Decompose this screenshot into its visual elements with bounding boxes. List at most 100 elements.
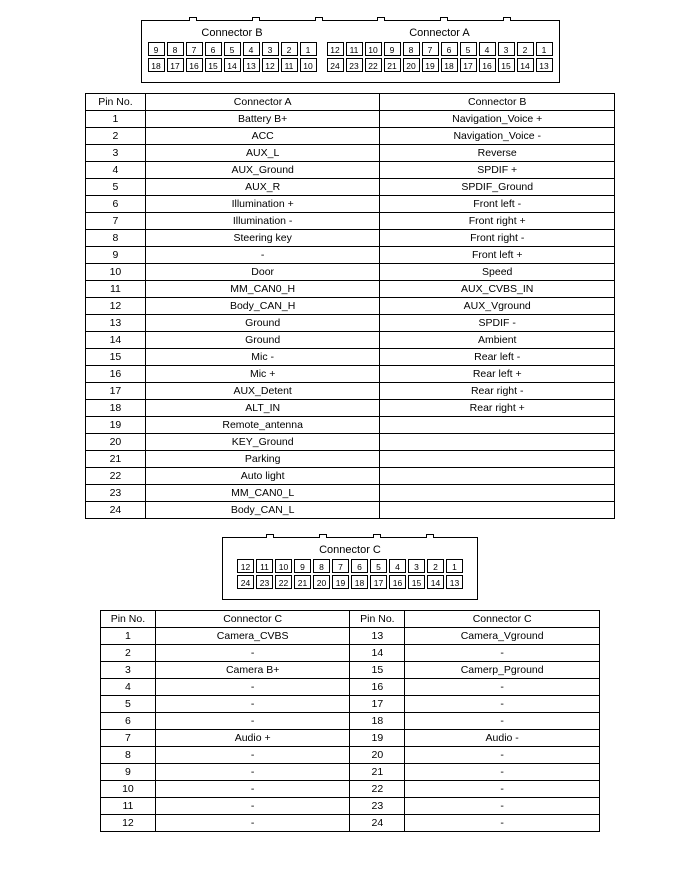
table-cell <box>380 485 615 502</box>
table-row: 7Audio +19Audio - <box>101 730 600 747</box>
table-cell: 9 <box>86 247 146 264</box>
pin-cell: 19 <box>422 58 439 72</box>
table-row: 24Body_CAN_L <box>86 502 615 519</box>
connector-b-pins: 987654321181716151413121110 <box>148 42 317 72</box>
table-cell: Audio - <box>405 730 600 747</box>
table-cell: - <box>405 713 600 730</box>
pin-row: 181716151413121110 <box>148 58 317 72</box>
pin-cell: 15 <box>408 575 425 589</box>
table-row: 11MM_CAN0_HAUX_CVBS_IN <box>86 281 615 298</box>
table-cell: - <box>405 798 600 815</box>
table-cell: ACC <box>145 128 380 145</box>
table-cell: AUX_L <box>145 145 380 162</box>
table-cell: 24 <box>350 815 405 832</box>
table-cell: 22 <box>86 468 146 485</box>
pin-cell: 23 <box>346 58 363 72</box>
pin-cell: 13 <box>536 58 553 72</box>
pin-cell: 21 <box>294 575 311 589</box>
table-row: 18ALT_INRear right + <box>86 400 615 417</box>
table-cell: 1 <box>86 111 146 128</box>
table-row: 1Camera_CVBS13Camera_Vground <box>101 628 600 645</box>
pin-cell: 14 <box>427 575 444 589</box>
table-row: 10DoorSpeed <box>86 264 615 281</box>
table-cell: Ground <box>145 332 380 349</box>
pin-cell: 16 <box>389 575 406 589</box>
table-cell: Parking <box>145 451 380 468</box>
table-cell: Ground <box>145 315 380 332</box>
table-cell: 20 <box>86 434 146 451</box>
pin-cell: 3 <box>408 559 425 573</box>
table-cell: 15 <box>86 349 146 366</box>
table-cell: 23 <box>350 798 405 815</box>
pin-cell: 21 <box>384 58 401 72</box>
pin-cell: 9 <box>148 42 165 56</box>
table-row: 15Mic -Rear left - <box>86 349 615 366</box>
table-cell: 19 <box>350 730 405 747</box>
table-cell: - <box>405 679 600 696</box>
header-c-conn2: Connector C <box>405 611 600 628</box>
table-cell: Speed <box>380 264 615 281</box>
pin-cell: 14 <box>517 58 534 72</box>
table-cell: Ambient <box>380 332 615 349</box>
table-cell <box>380 417 615 434</box>
pin-cell: 10 <box>300 58 317 72</box>
table-cell: Body_CAN_H <box>145 298 380 315</box>
table-cell: - <box>155 679 350 696</box>
table-cell: - <box>405 645 600 662</box>
table-cell: Auto light <box>145 468 380 485</box>
table-cell: 7 <box>101 730 156 747</box>
table-cell: Mic - <box>145 349 380 366</box>
connector-c-pins: 121110987654321242322212019181716151413 <box>237 559 463 589</box>
table-cell: SPDIF_Ground <box>380 179 615 196</box>
pin-cell: 8 <box>167 42 184 56</box>
table-cell: Audio + <box>155 730 350 747</box>
table-cell: - <box>155 764 350 781</box>
pin-cell: 18 <box>441 58 458 72</box>
pin-cell: 16 <box>479 58 496 72</box>
pin-cell: 20 <box>403 58 420 72</box>
table-cell: Rear right + <box>380 400 615 417</box>
table-row: 3AUX_LReverse <box>86 145 615 162</box>
table-cell: 16 <box>350 679 405 696</box>
table-row: 21Parking <box>86 451 615 468</box>
pin-cell: 5 <box>224 42 241 56</box>
header-conn-b: Connector B <box>380 94 615 111</box>
pin-cell: 18 <box>148 58 165 72</box>
table-cell: 5 <box>101 696 156 713</box>
pin-cell: 20 <box>313 575 330 589</box>
table-cell: Front left + <box>380 247 615 264</box>
table-cell: 11 <box>101 798 156 815</box>
pin-cell: 12 <box>262 58 279 72</box>
connector-c-box: Connector C 1211109876543212423222120191… <box>222 537 478 600</box>
pin-cell: 12 <box>327 42 344 56</box>
table-cell: 3 <box>86 145 146 162</box>
pin-cell: 14 <box>224 58 241 72</box>
table-cell: Camera_Vground <box>405 628 600 645</box>
table-row: 4AUX_GroundSPDIF + <box>86 162 615 179</box>
pin-cell: 13 <box>243 58 260 72</box>
pin-cell: 11 <box>281 58 298 72</box>
table-cell: 6 <box>86 196 146 213</box>
table-cell: - <box>405 747 600 764</box>
pin-cell: 17 <box>370 575 387 589</box>
table-row: 12-24- <box>101 815 600 832</box>
table-cell <box>380 502 615 519</box>
pin-cell: 5 <box>370 559 387 573</box>
pin-cell: 24 <box>327 58 344 72</box>
table-cell: 4 <box>86 162 146 179</box>
table-cell: 2 <box>101 645 156 662</box>
table-cell: AUX_Detent <box>145 383 380 400</box>
pin-cell: 1 <box>536 42 553 56</box>
table-cell: 21 <box>86 451 146 468</box>
pin-cell: 8 <box>403 42 420 56</box>
pin-row: 121110987654321 <box>327 42 553 56</box>
table-cell: 20 <box>350 747 405 764</box>
pin-cell: 17 <box>167 58 184 72</box>
header-conn-a: Connector A <box>145 94 380 111</box>
table-cell: Camera B+ <box>155 662 350 679</box>
table-row: 12Body_CAN_HAUX_Vground <box>86 298 615 315</box>
table-row: 11-23- <box>101 798 600 815</box>
table-row: 22Auto light <box>86 468 615 485</box>
table-cell: Navigation_Voice - <box>380 128 615 145</box>
table-cell <box>380 451 615 468</box>
